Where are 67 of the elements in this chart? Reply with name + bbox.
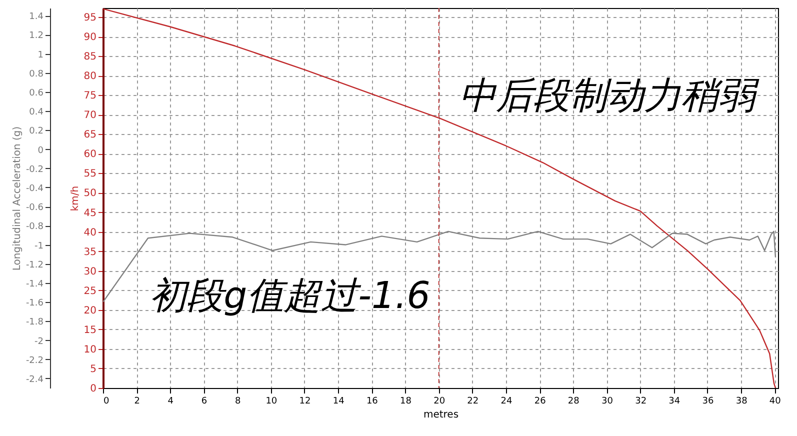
line-series [103,8,776,388]
y2-tick-label: 65 [84,130,96,141]
x-tick-label: 18 [400,396,412,406]
annotation: 中后段制动力稍弱 [459,74,760,117]
y2-tick-label: 90 [84,32,96,44]
y2-tick-label: 5 [90,364,96,375]
y2-axis-title: km/h [70,186,81,212]
x-tick-label: 20 [434,396,446,406]
y2-tick-label: 0 [90,384,96,394]
annotation: 初段g值超过-1.6 [150,274,430,317]
x-tick-label: 32 [635,396,647,406]
y2-tick-label: 20 [84,305,96,316]
y2-tick-label: 30 [84,266,96,278]
x-tick-label: 8 [234,396,241,406]
y2-tick-label: 10 [84,344,96,356]
x-tick-label: 36 [702,396,714,406]
y-tick-label: 0.6 [29,88,44,99]
x-tick-label: 0 [104,396,110,406]
x-tick-label: 16 [366,396,378,406]
x-tick-label: 24 [500,396,512,406]
y2-tick-label: 85 [84,52,96,63]
x-tick-label: 12 [299,396,311,406]
x-tick-label: 38 [736,396,748,406]
x-axis-title: metres [423,410,459,420]
y-tick-label: -1.2 [26,260,44,270]
y-tick-label: -1 [34,241,44,252]
y-tick-label: 1.4 [29,12,44,22]
x-tick-label: 28 [568,396,580,406]
x-tick-label: 22 [467,396,479,406]
y2-tick-label: 75 [84,90,96,102]
y-tick-label: -0.6 [26,203,44,214]
y2-tick-label: 15 [84,324,96,336]
y-tick-label: 0.8 [29,69,44,80]
y2-tick-label: 95 [84,12,96,24]
x-tick-label: 14 [332,396,345,406]
y-tick-label: -1.8 [26,318,44,328]
y-tick-label: -1.6 [26,298,44,309]
y-tick-label: 0 [38,146,44,156]
x-tick-label: 30 [602,396,614,406]
y2-tick-label: 80 [84,71,96,82]
y-tick-label: -2.2 [26,356,44,366]
y-tick-label: 0.4 [29,108,44,118]
y2-tick-label: 45 [84,208,96,219]
y-tick-label: -2.4 [26,374,44,385]
y-tick-label: -0.4 [26,184,44,194]
y-tick-label: -0.8 [26,222,44,232]
y-axis-title: Longitudinal Acceleration (g) [12,126,23,271]
y2-tick-label: 70 [84,110,96,122]
x-tick-label: 10 [266,396,278,406]
y-tick-label: -1.4 [26,279,44,290]
x-tick-label: 4 [168,396,174,406]
y2-tick-label: 60 [84,149,96,160]
x-tick-label: 34 [668,396,680,406]
x-tick-label: 26 [534,396,546,406]
y2-tick-label: 35 [84,246,96,258]
y2-tick-label: 50 [84,188,96,200]
x-tick-label: 2 [134,396,140,406]
y-tick-label: -0.2 [26,164,44,175]
y2-tick-label: 40 [84,227,96,238]
x-tick-label: 6 [201,396,208,406]
y-tick-label: 1.2 [29,31,44,42]
y2-tick-label: 55 [84,168,96,180]
y2-tick-label: 25 [84,286,96,297]
y-tick-label: -2 [34,336,44,347]
y-tick-label: 1 [38,50,44,60]
y-tick-label: 0.2 [29,126,44,137]
x-tick-label: 40 [769,396,782,406]
